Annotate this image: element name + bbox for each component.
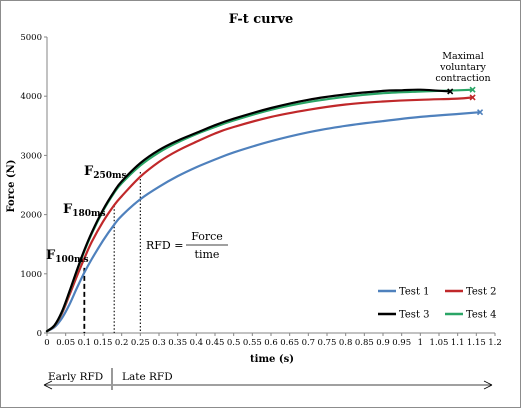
- x-tick-label: 0.25: [131, 338, 150, 348]
- x-tick-label: 0.3: [152, 338, 166, 348]
- rfd-formula: RFD = Force time: [146, 230, 228, 261]
- x-tick-label: 0.45: [206, 338, 225, 348]
- x-tick-label: 0.8: [339, 338, 353, 348]
- x-tick-label: 0.35: [168, 338, 187, 348]
- x-tick-label: 0.2: [115, 338, 129, 348]
- rfd-label: RFD =: [146, 239, 183, 252]
- x-tick-label: 0.4: [190, 338, 204, 348]
- legend: Test 1 Test 2 Test 3 Test 4: [378, 287, 497, 321]
- series-line-test-3: [47, 90, 450, 332]
- annotation-f180: F180ms: [63, 202, 106, 219]
- mvc-line-1: Maximal: [442, 51, 484, 62]
- x-tick-label: 0.15: [94, 338, 113, 348]
- x-tick-label: 0.1: [78, 338, 92, 348]
- y-axis-title: Force (N): [6, 159, 17, 212]
- chart-title: F-t curve: [229, 12, 294, 27]
- legend-label-test-4: Test 4: [466, 310, 497, 321]
- x-tick-label: 0.6: [264, 338, 278, 348]
- y-tick-label: 4000: [20, 92, 42, 102]
- x-tick-label: 0.65: [280, 338, 299, 348]
- x-tick-label: 0.5: [227, 338, 241, 348]
- x-tick-label: 0.55: [243, 338, 262, 348]
- rfd-phase-arrow: Early RFD Late RFD: [44, 368, 492, 390]
- svg-text:F180ms: F180ms: [63, 202, 106, 219]
- y-tick-label: 3000: [20, 151, 42, 161]
- x-tick-label: 0.75: [318, 338, 337, 348]
- rfd-denominator: time: [195, 248, 220, 261]
- legend-label-test-2: Test 2: [466, 287, 497, 298]
- x-tick-label: 1.1: [451, 338, 465, 348]
- x-tick-label: 0.85: [355, 338, 374, 348]
- x-tick-label: 0.95: [392, 338, 411, 348]
- y-tick-label: 1000: [20, 270, 42, 280]
- x-tick-label: 1.2: [488, 338, 502, 348]
- x-tick-label: 0.05: [56, 338, 75, 348]
- mvc-line-2: voluntary: [439, 62, 486, 73]
- x-tick-label: 1: [418, 338, 423, 348]
- x-tick-label: 0.9: [376, 338, 390, 348]
- y-tick-label: 0: [37, 329, 42, 339]
- annotation-f100: F100ms: [46, 248, 89, 265]
- rfd-numerator: Force: [191, 230, 223, 243]
- early-rfd-label: Early RFD: [48, 371, 103, 383]
- series-line-test-1: [47, 112, 480, 331]
- x-tick-label: 1.05: [430, 338, 449, 348]
- late-rfd-label: Late RFD: [122, 371, 173, 383]
- svg-text:F100ms: F100ms: [46, 248, 89, 265]
- f180-sub: 180ms: [72, 209, 105, 219]
- y-tick-label: 5000: [20, 33, 42, 43]
- f100-sub: 100ms: [55, 255, 88, 265]
- annotation-f250: F250ms: [84, 164, 127, 181]
- mvc-line-3: contraction: [435, 73, 490, 84]
- x-axis-title: time (s): [250, 354, 294, 365]
- y-tick-label: 2000: [20, 211, 42, 221]
- legend-label-test-3: Test 3: [399, 310, 430, 321]
- f250-sub: 250ms: [93, 171, 126, 181]
- x-tick-label: 0: [44, 338, 49, 348]
- tick-labels: 0 0.05 0.1 0.15 0.2 0.25 0.3 0.35 0.4 0.45 0.5 0.55…: [20, 33, 501, 348]
- svg-text:F250ms: F250ms: [84, 164, 127, 181]
- x-tick-label: 1.15: [467, 338, 486, 348]
- legend-label-test-1: Test 1: [399, 287, 430, 298]
- mvc-annotation: Maximal voluntary contraction: [435, 51, 490, 84]
- x-tick-label: 0.7: [302, 338, 316, 348]
